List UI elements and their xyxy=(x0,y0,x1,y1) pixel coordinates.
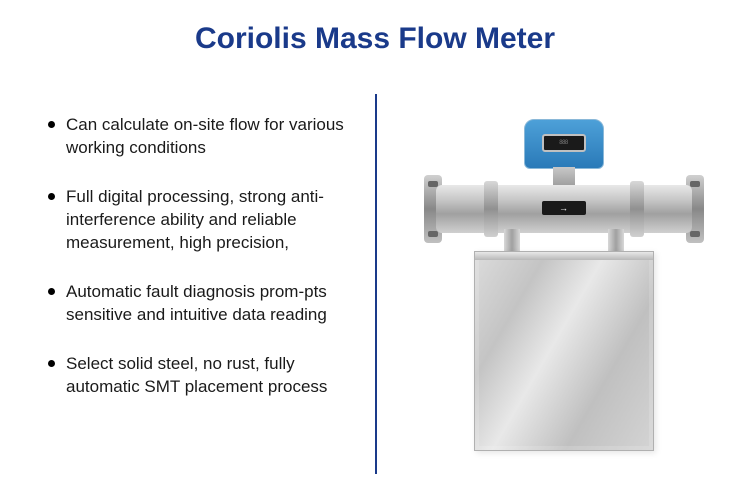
neck-connector xyxy=(553,167,575,185)
page-title: Coriolis Mass Flow Meter xyxy=(0,0,750,74)
lcd-display-icon: 888 xyxy=(542,134,586,152)
enclosure-box xyxy=(474,251,654,451)
feature-item: Automatic fault diagnosis prom-pts sensi… xyxy=(48,281,345,327)
feature-item: Select solid steel, no rust, fully autom… xyxy=(48,353,345,399)
flow-meter-illustration: 888 → xyxy=(424,119,704,459)
transmitter-head: 888 xyxy=(524,119,604,169)
content-row: Can calculate on-site flow for various w… xyxy=(0,74,750,504)
feature-item: Full digital processing, strong anti-int… xyxy=(48,186,345,255)
feature-list: Can calculate on-site flow for various w… xyxy=(48,114,345,398)
flow-arrow-icon: → xyxy=(542,201,586,215)
pipe-band xyxy=(630,181,644,237)
illustration-panel: 888 → xyxy=(377,74,750,504)
pipe-band xyxy=(484,181,498,237)
feature-item: Can calculate on-site flow for various w… xyxy=(48,114,345,160)
features-panel: Can calculate on-site flow for various w… xyxy=(0,74,375,504)
